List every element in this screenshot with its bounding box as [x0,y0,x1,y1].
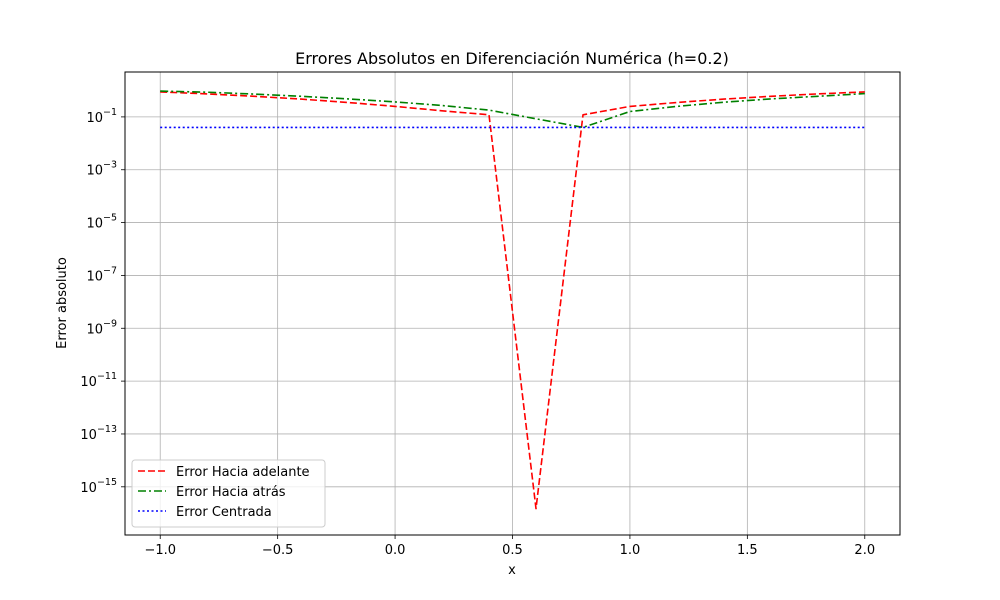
legend-label: Error Centrada [176,505,272,520]
x-tick-label: 0.5 [502,543,523,558]
legend-label: Error Hacia adelante [176,465,310,480]
x-tick-label: 2.0 [854,543,875,558]
grid [125,72,900,535]
plot-lines [160,90,865,510]
legend: Error Hacia adelante Error Hacia atrás Err… [131,459,326,528]
y-axis-label: Error absoluto [55,257,70,349]
x-tick-label: 1.0 [620,543,641,558]
legend-label: Error Hacia atrás [176,485,286,500]
series-line-2 [160,90,865,129]
x-axis-label: x [508,563,516,578]
chart-title: Errores Absolutos en Diferenciación Numé… [295,49,729,68]
x-tick-label: −1.0 [144,543,176,558]
y-tick-label: 10−11 [80,371,117,390]
y-tick-label: 10−13 [80,424,117,443]
y-axis-ticks: 10−1 10−3 10−5 10−7 10−9 10−11 10−13 10−15 [80,107,125,496]
x-tick-label: 0.0 [385,543,406,558]
y-tick-label: 10−3 [86,160,117,179]
y-tick-label: 10−5 [86,213,117,232]
x-tick-label: 1.5 [737,543,758,558]
y-tick-label: 10−9 [86,318,117,337]
legend-box [131,459,326,528]
y-tick-label: 10−1 [86,107,117,126]
x-tick-label: −0.5 [262,543,294,558]
y-tick-label: 10−7 [86,265,117,284]
y-tick-label: 10−15 [80,477,117,496]
x-axis-ticks: −1.0 −0.5 0.0 0.5 1.0 1.5 2.0 [144,535,875,558]
